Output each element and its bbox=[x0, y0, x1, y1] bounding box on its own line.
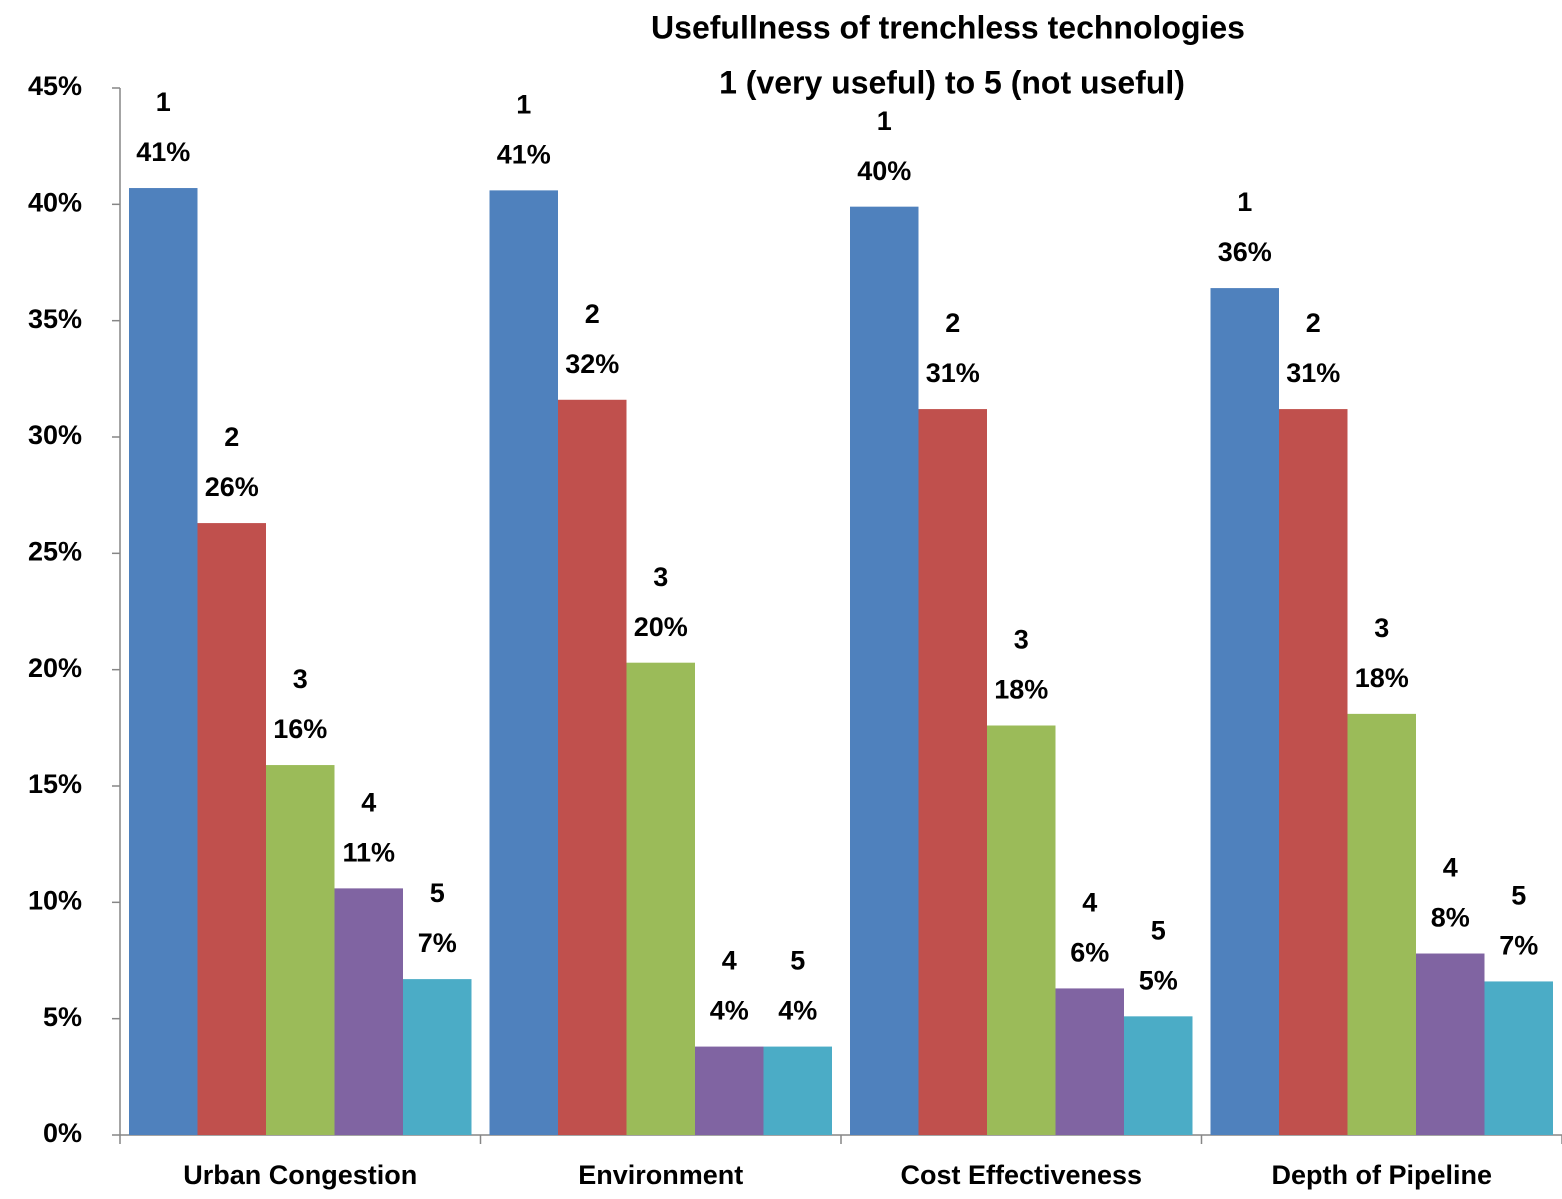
data-label: 16% bbox=[273, 714, 327, 744]
y-tick-label: 35% bbox=[28, 304, 82, 334]
data-label: 6% bbox=[1070, 938, 1109, 968]
data-label: 31% bbox=[926, 358, 980, 388]
data-label: 26% bbox=[205, 472, 259, 502]
data-label-series: 2 bbox=[585, 299, 600, 329]
data-label-series: 3 bbox=[653, 562, 668, 592]
y-tick-label: 5% bbox=[43, 1002, 82, 1032]
data-label: 4% bbox=[778, 996, 817, 1026]
data-label-series: 5 bbox=[790, 946, 805, 976]
y-tick-label: 30% bbox=[28, 420, 82, 450]
data-label-series: 1 bbox=[516, 89, 531, 119]
data-label-series: 1 bbox=[1237, 187, 1252, 217]
bar bbox=[403, 979, 472, 1135]
y-tick-label: 15% bbox=[28, 769, 82, 799]
bar bbox=[1279, 409, 1348, 1136]
data-label-series: 4 bbox=[722, 946, 737, 976]
data-label-series: 5 bbox=[1511, 881, 1526, 911]
x-tick-label: Environment bbox=[578, 1160, 743, 1190]
data-label: 41% bbox=[136, 137, 190, 167]
data-label-series: 5 bbox=[1151, 915, 1166, 945]
y-tick-label: 45% bbox=[28, 71, 82, 101]
bar bbox=[1124, 1016, 1193, 1135]
y-tick-label: 0% bbox=[43, 1118, 82, 1148]
x-tick-label: Cost Effectiveness bbox=[900, 1160, 1142, 1190]
y-tick-label: 10% bbox=[28, 885, 82, 915]
y-tick-label: 40% bbox=[28, 187, 82, 217]
data-label: 4% bbox=[710, 996, 749, 1026]
data-label: 5% bbox=[1139, 965, 1178, 995]
data-label: 20% bbox=[634, 612, 688, 642]
data-label-series: 1 bbox=[877, 106, 892, 136]
bar bbox=[558, 399, 627, 1136]
data-label-series: 2 bbox=[1306, 308, 1321, 338]
data-label: 18% bbox=[994, 675, 1048, 705]
chart-subtitle: 1 (very useful) to 5 (not useful) bbox=[719, 64, 1185, 100]
data-label-series: 2 bbox=[224, 422, 239, 452]
bar bbox=[987, 725, 1056, 1135]
bar bbox=[918, 409, 987, 1136]
data-label: 31% bbox=[1286, 358, 1340, 388]
bar bbox=[626, 662, 695, 1135]
bar bbox=[1347, 713, 1416, 1135]
data-label: 41% bbox=[497, 139, 551, 169]
data-label-series: 4 bbox=[1082, 888, 1097, 918]
chart-title: Usefullness of trenchless technologies bbox=[651, 9, 1245, 45]
data-label-series: 2 bbox=[945, 308, 960, 338]
data-label: 18% bbox=[1355, 663, 1409, 693]
bar bbox=[489, 190, 558, 1135]
bar bbox=[1055, 988, 1124, 1135]
y-tick-label: 20% bbox=[28, 653, 82, 683]
data-label: 36% bbox=[1218, 237, 1272, 267]
data-label: 32% bbox=[565, 349, 619, 379]
data-label-series: 3 bbox=[1374, 613, 1389, 643]
bar bbox=[850, 206, 919, 1135]
data-label: 8% bbox=[1431, 903, 1470, 933]
bar bbox=[129, 188, 198, 1136]
data-label-series: 3 bbox=[293, 664, 308, 694]
data-label: 40% bbox=[857, 156, 911, 186]
bar bbox=[1484, 981, 1553, 1135]
bar bbox=[334, 888, 403, 1135]
data-label-series: 5 bbox=[430, 878, 445, 908]
data-label-series: 4 bbox=[361, 787, 376, 817]
bar bbox=[1416, 953, 1485, 1135]
bar bbox=[695, 1046, 764, 1135]
bar bbox=[1210, 288, 1279, 1135]
y-tick-label: 25% bbox=[28, 536, 82, 566]
x-tick-label: Depth of Pipeline bbox=[1271, 1160, 1492, 1190]
x-tick-label: Urban Congestion bbox=[183, 1160, 417, 1190]
data-label: 7% bbox=[1499, 931, 1538, 961]
data-label-series: 3 bbox=[1014, 625, 1029, 655]
data-label: 7% bbox=[418, 928, 457, 958]
bar bbox=[197, 523, 266, 1135]
bar bbox=[763, 1046, 832, 1135]
data-label-series: 4 bbox=[1443, 853, 1458, 883]
data-label: 11% bbox=[342, 837, 395, 867]
data-label-series: 1 bbox=[156, 87, 171, 117]
bar bbox=[266, 765, 335, 1135]
